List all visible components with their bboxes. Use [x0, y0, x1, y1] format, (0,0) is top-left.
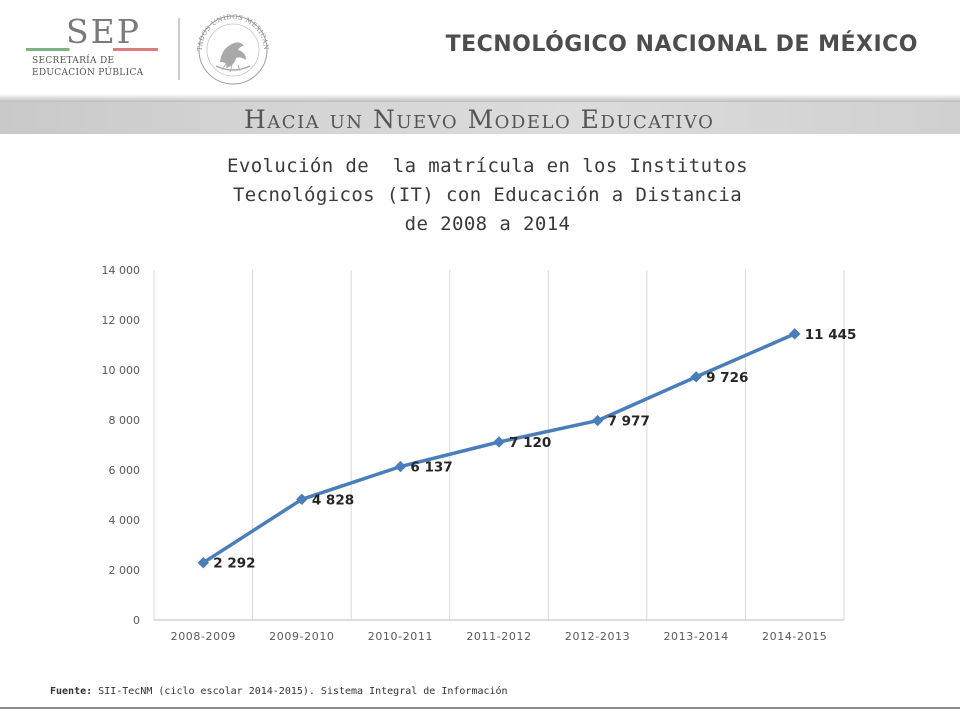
data-label: 2 292: [213, 556, 255, 572]
x-tick-label: 2014-2015: [762, 630, 827, 643]
sep-subtitle-line2: EDUCACIÓN PÚBLICA: [32, 68, 144, 78]
chart-title-line-2: Tecnológicos (IT) con Educación a Distan…: [232, 184, 743, 206]
data-point-marker: [197, 556, 209, 569]
x-tick-label: 2009-2010: [269, 630, 334, 643]
data-label: 9 726: [706, 370, 748, 386]
header-divider: [178, 18, 180, 80]
data-point-marker: [394, 460, 407, 473]
footer-rule: [0, 707, 960, 709]
page-header: SEP SECRETARÍA DE EDUCACIÓN PÚBLICA ESTA…: [0, 0, 960, 98]
y-tick-label: 6 000: [109, 464, 141, 477]
y-tick-label: 12 000: [102, 314, 141, 327]
data-label: 11 445: [805, 327, 857, 343]
banner-text: Hacia un Nuevo Modelo Educativo: [244, 105, 715, 134]
data-label: 7 977: [608, 414, 650, 430]
data-label: 6 137: [410, 460, 452, 476]
data-point-marker: [789, 328, 801, 340]
banner: Hacia un Nuevo Modelo Educativo: [0, 102, 960, 134]
y-tick-label: 2 000: [109, 564, 141, 577]
sep-logo-text: SEP: [66, 12, 141, 51]
data-point-marker: [493, 436, 505, 448]
x-tick-label: 2011-2012: [466, 630, 531, 643]
y-tick-label: 8 000: [109, 414, 141, 427]
source-note: Fuente: SII-TecNM (ciclo escolar 2014-20…: [50, 684, 590, 699]
banner-shadow: [0, 94, 960, 102]
sep-logo: SEP SECRETARÍA DE EDUCACIÓN PÚBLICA: [22, 12, 162, 84]
chart-title-line-1: Evolución de la matrícula en los Institu…: [227, 155, 748, 177]
data-point-marker: [690, 371, 702, 383]
source-label: Fuente:: [50, 686, 93, 697]
sep-subtitle-line1: SECRETARÍA DE: [32, 56, 115, 66]
data-point-marker: [591, 414, 604, 427]
y-tick-label: 10 000: [102, 364, 141, 377]
y-tick-label: 0: [133, 614, 140, 627]
data-label: 7 120: [509, 435, 551, 451]
chart-title-line-3: de 2008 a 2014: [404, 213, 571, 235]
mexican-seal-icon: ESTADOS UNIDOS MEXICANOS: [190, 10, 270, 85]
org-title: TECNOLÓGICO NACIONAL DE MÉXICO: [445, 32, 918, 57]
y-tick-label: 14 000: [102, 264, 141, 277]
y-tick-label: 4 000: [109, 514, 141, 527]
series-line: [201, 332, 797, 565]
sep-logo-rule: [26, 48, 158, 51]
chart-title: Evolución de la matrícula en los Institu…: [120, 152, 855, 239]
x-tick-label: 2013-2014: [663, 630, 728, 643]
x-tick-label: 2008-2009: [171, 630, 236, 643]
x-tick-label: 2010-2011: [368, 630, 433, 643]
data-label: 4 828: [312, 492, 354, 508]
x-tick-label: 2012-2013: [565, 630, 630, 643]
data-point-marker: [296, 493, 308, 506]
source-text: SII-TecNM (ciclo escolar 2014-2015). Sis…: [92, 686, 508, 697]
